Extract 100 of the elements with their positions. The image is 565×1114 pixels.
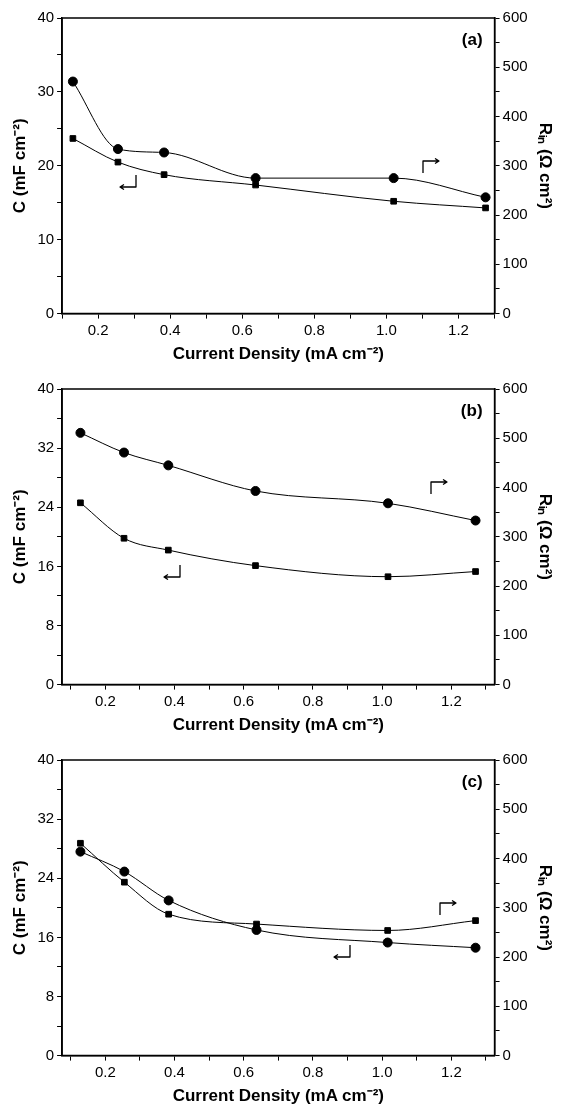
x-tick-label: 0.8 — [302, 1062, 324, 1080]
x-tick-label: 0.2 — [94, 691, 116, 709]
x-tick-label: 0.4 — [164, 691, 185, 709]
y-tick-label: 24 — [37, 497, 55, 515]
point — [69, 135, 77, 142]
point — [252, 181, 259, 189]
x-tick-label: 0.2 — [87, 320, 109, 338]
y-tick-label: 0 — [45, 303, 55, 321]
point — [384, 573, 392, 581]
y2-tick-label: 500 — [502, 57, 528, 75]
point — [390, 197, 397, 205]
point — [472, 568, 479, 575]
point — [77, 499, 84, 507]
y-tick-label: 40 — [37, 8, 55, 26]
point — [163, 895, 174, 906]
x-tick-label: 1.2 — [440, 691, 462, 709]
x-tick-label: 0.8 — [302, 691, 324, 709]
x-axis-title: Current Density (mA cm⁻²) — [172, 715, 384, 735]
y2-tick-label: 600 — [502, 8, 528, 26]
y2-tick-label: 100 — [502, 254, 528, 272]
x-tick-label: 0.2 — [94, 1062, 116, 1080]
point — [482, 204, 489, 212]
x-tick-label: 1.0 — [376, 320, 397, 338]
y-tick-label: 0 — [45, 674, 55, 692]
point — [160, 171, 168, 178]
x-axis-title: Current Density (mA cm⁻²) — [172, 1086, 384, 1106]
y2-tick-label: 200 — [502, 947, 528, 965]
y2-tick-label: 100 — [502, 996, 528, 1014]
point — [472, 917, 479, 924]
y2-tick-label: 0 — [502, 674, 511, 692]
point — [121, 878, 128, 886]
y-tick-label: 40 — [37, 379, 55, 397]
y-tick-label: 8 — [45, 986, 55, 1004]
y2-tick-label: 0 — [502, 303, 511, 321]
y2-tick-label: 300 — [502, 155, 528, 173]
y-tick-label: 40 — [37, 750, 55, 768]
point — [480, 192, 491, 203]
point — [250, 173, 261, 184]
x-tick-label: 0.4 — [159, 320, 181, 338]
x-tick-label: 1.2 — [448, 320, 469, 338]
y-tick-label: 32 — [37, 438, 55, 456]
y2-axis-title: Rᵢₙ (Ω cm²) — [536, 493, 556, 580]
y2-tick-label: 400 — [502, 106, 528, 124]
x-tick-label: 0.6 — [233, 691, 255, 709]
x-tick-label: 1.2 — [440, 1062, 462, 1080]
point — [470, 942, 481, 953]
annotation: (a) — [461, 30, 483, 50]
y2-tick-label: 600 — [502, 750, 528, 768]
y2-tick-label: 400 — [502, 848, 528, 866]
x-tick-label: 0.8 — [303, 320, 325, 338]
y2-tick-label: 200 — [502, 576, 528, 594]
point — [164, 546, 172, 554]
y-tick-label: 30 — [37, 82, 55, 100]
point — [75, 427, 86, 438]
point — [163, 460, 174, 471]
y2-tick-label: 500 — [502, 428, 528, 446]
point — [383, 498, 394, 509]
x-tick-label: 1.0 — [371, 691, 393, 709]
y-tick-label: 32 — [37, 809, 55, 827]
y2-axis-title: Rᵢₙ (Ω cm²) — [536, 864, 556, 951]
point — [120, 534, 128, 542]
y2-tick-label: 100 — [502, 625, 528, 643]
point — [252, 562, 259, 569]
y2-axis-title: Rᵢₙ (Ω cm²) — [536, 122, 556, 209]
y-tick-label: 10 — [37, 229, 55, 247]
y-tick-label: 24 — [37, 868, 55, 886]
y-axis-title: C (mF cm⁻²) — [9, 860, 29, 956]
y2-tick-label: 300 — [502, 897, 528, 915]
annotation: (b) — [460, 401, 483, 421]
point — [119, 866, 130, 877]
y2-tick-label: 200 — [502, 205, 528, 223]
y2-tick-label: 0 — [502, 1045, 511, 1063]
y-tick-label: 8 — [45, 615, 55, 633]
y-tick-label: 0 — [45, 1045, 55, 1063]
point — [388, 173, 399, 184]
point — [112, 144, 123, 155]
x-tick-label: 1.0 — [371, 1062, 393, 1080]
point — [165, 910, 172, 918]
point — [114, 158, 122, 166]
point — [159, 147, 170, 158]
x-tick-label: 0.6 — [231, 320, 253, 338]
y2-tick-label: 600 — [502, 379, 528, 397]
point — [67, 76, 78, 87]
y-axis-title: C (mF cm⁻²) — [9, 118, 29, 214]
point — [382, 937, 393, 948]
x-tick-label: 0.6 — [233, 1062, 255, 1080]
y-tick-label: 20 — [37, 155, 55, 173]
annotation: (c) — [461, 772, 483, 792]
y-axis-title: C (mF cm⁻²) — [9, 489, 29, 585]
point — [250, 485, 261, 496]
x-tick-label: 0.4 — [164, 1062, 185, 1080]
point — [77, 839, 84, 847]
point — [470, 515, 481, 526]
point — [384, 927, 391, 934]
y-tick-label: 16 — [37, 927, 55, 945]
point — [75, 846, 86, 857]
point — [119, 447, 130, 458]
y2-tick-label: 500 — [502, 799, 528, 817]
y-tick-label: 16 — [37, 556, 55, 574]
x-axis-title: Current Density (mA cm⁻²) — [172, 344, 384, 364]
